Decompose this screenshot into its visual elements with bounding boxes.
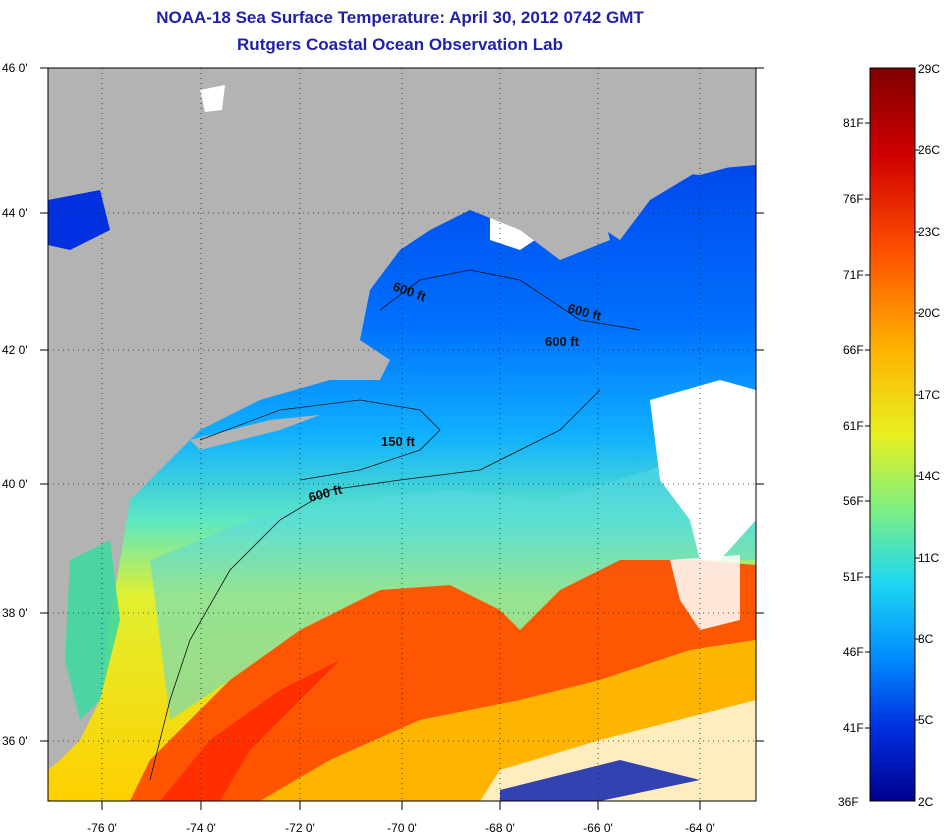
colorbar-label-26c: 26C [918, 143, 941, 157]
lon-label-66: -66 0' [583, 821, 613, 835]
lake-white-patch [200, 85, 225, 112]
colorbar-label-11c: 11C [918, 551, 940, 565]
lon-label-70: -70 0' [387, 821, 417, 835]
map-subtitle: Rutgers Coastal Ocean Observation Lab [237, 35, 563, 54]
lat-label-42: 42 0' [2, 343, 28, 357]
colorbar-label-81f: 81F [843, 116, 864, 130]
cloud-patch-southeast [670, 555, 740, 630]
chesapeake-bay [65, 540, 120, 720]
colorbar-label-56f: 56F [843, 494, 864, 508]
colorbar [869, 67, 916, 802]
nova-scotia [600, 140, 756, 240]
long-island [190, 415, 320, 450]
map-grid [48, 68, 756, 801]
colorbar-label-61f: 61F [843, 419, 864, 433]
colorbar-label-17c: 17C [918, 388, 941, 402]
colorbar-label-41f: 41F [843, 721, 864, 735]
gulf-stream [130, 560, 756, 801]
gulf-stream-core [160, 660, 340, 801]
colorbar-ticks [865, 122, 920, 729]
cold-pixels-south [500, 760, 700, 801]
colorbar-label-23c: 23C [918, 225, 941, 239]
colorbar-label-5c: 5C [918, 713, 934, 727]
slope-water [150, 420, 756, 720]
colorbar-label-51f: 51F [843, 570, 864, 584]
tick-marks [40, 67, 764, 810]
lat-label-36: 36 0' [2, 734, 28, 748]
lon-label-74: -74 0' [186, 821, 216, 835]
cloud-patch-south [480, 700, 756, 801]
land-mass [48, 68, 756, 770]
contour-label-600ft-c: 600 ft [545, 334, 580, 349]
colorbar-label-66f: 66F [843, 343, 864, 357]
lon-label-76: -76 0' [87, 821, 117, 835]
contour-150ft [199, 399, 441, 481]
colorbar-label-8c: 8C [918, 632, 934, 646]
map-title: NOAA-18 Sea Surface Temperature: April 3… [156, 8, 644, 27]
colorbar-label-71f: 71F [843, 268, 864, 282]
contour-600ft-shelf [149, 389, 601, 781]
lon-label-64: -64 0' [685, 821, 715, 835]
lat-label-38: 38 0' [2, 606, 28, 620]
colorbar-label-14c: 14C [918, 469, 941, 483]
lon-label-68: -68 0' [485, 821, 515, 835]
lon-label-72: -72 0' [285, 821, 315, 835]
cloud-patch-east [650, 380, 756, 560]
colorbar-label-36f: 36F [838, 795, 859, 809]
colorbar-label-2c: 2C [918, 795, 934, 809]
lat-label-40: 40 0' [2, 477, 28, 491]
lat-label-44: 44 0' [2, 206, 28, 220]
colorbar-label-76f: 76F [843, 192, 864, 206]
colorbar-label-29c: 29C [918, 62, 941, 76]
colorbar-label-46f: 46F [843, 645, 864, 659]
contour-label-150ft: 150 ft [381, 434, 416, 449]
colorbar-label-20c: 20C [918, 306, 941, 320]
lake-ontario [48, 190, 110, 250]
contour-600ft-gom [379, 269, 641, 331]
lat-label-46: 46 0' [2, 61, 28, 75]
